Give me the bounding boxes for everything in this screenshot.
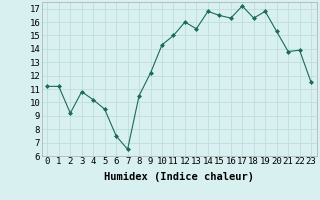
X-axis label: Humidex (Indice chaleur): Humidex (Indice chaleur) <box>104 172 254 182</box>
